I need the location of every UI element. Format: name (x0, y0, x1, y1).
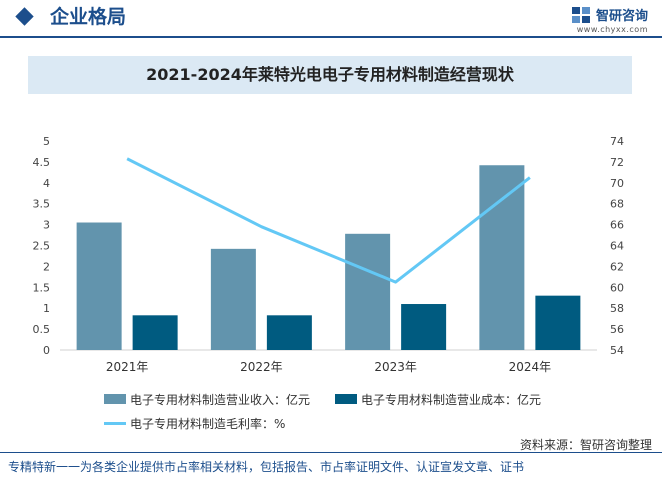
y-right-tick-label: 54 (610, 344, 624, 357)
bar-cost (266, 315, 312, 350)
y-left-tick-label: 3.5 (33, 198, 51, 211)
y-left-tick-label: 1 (43, 302, 50, 315)
y-right-tick-label: 68 (610, 198, 624, 211)
x-tick-label: 2021年 (106, 360, 149, 374)
y-right-tick-label: 72 (610, 156, 624, 169)
y-right-tick-label: 64 (610, 240, 624, 253)
brand-logo-icon (571, 6, 590, 23)
y-left-tick-label: 0 (43, 344, 50, 357)
line-gross-margin (126, 157, 531, 284)
legend-swatch-revenue (104, 394, 126, 404)
y-right-tick-label: 62 (610, 260, 624, 273)
y-right-tick-label: 66 (610, 219, 624, 232)
y-right-tick-label: 58 (610, 302, 624, 315)
y-right-tick-label: 60 (610, 281, 624, 294)
y-left-tick-label: 2.5 (33, 240, 51, 253)
chart-title: 2021-2024年莱特光电电子专用材料制造经营现状 (146, 65, 514, 84)
brand-name: 智研咨询 (595, 9, 648, 24)
legend-label-cost: 电子专用材料制造营业成本：亿元 (361, 393, 542, 407)
header-divider (0, 36, 662, 38)
page-header: 企业格局 智研咨询 www.chyxx.com (0, 0, 662, 36)
y-left-tick-label: 0.5 (33, 323, 51, 336)
legend-label-revenue: 电子专用材料制造营业收入：亿元 (130, 393, 311, 407)
brand: 智研咨询 www.chyxx.com (571, 4, 648, 34)
y-right-tick-label: 70 (610, 177, 624, 190)
y-left-tick-label: 4 (43, 177, 50, 190)
bar-revenue (210, 248, 256, 350)
bar-cost (401, 304, 447, 350)
footer-text: 专精特新一一为各类企业提供市占率相关材料，包括报告、市占率证明文件、认证宣发文章… (8, 460, 525, 474)
bar-revenue (345, 233, 391, 350)
y-left-tick-label: 4.5 (33, 156, 51, 169)
bar-revenue (76, 222, 122, 350)
y-left-tick-label: 3 (43, 219, 50, 232)
footer-divider (0, 452, 662, 453)
bar-cost (132, 315, 178, 350)
y-left-tick-label: 1.5 (33, 281, 51, 294)
y-right-tick-label: 74 (610, 135, 624, 148)
x-tick-label: 2023年 (374, 360, 417, 374)
legend-label-margin: 电子专用材料制造毛利率：% (130, 417, 286, 431)
chart-title-bar: 2021-2024年莱特光电电子专用材料制造经营现状 (28, 56, 632, 94)
x-tick-label: 2022年 (240, 360, 283, 374)
brand-url: www.chyxx.com (576, 25, 648, 34)
bar-revenue (479, 165, 525, 350)
y-left-tick-label: 5 (43, 135, 50, 148)
section-title: 企业格局 (50, 6, 127, 28)
legend-swatch-cost (335, 394, 357, 404)
y-right-tick-label: 56 (610, 323, 624, 336)
source-text: 资料来源：智研咨询整理 (519, 438, 652, 452)
bar-cost (535, 295, 581, 350)
y-left-tick-label: 2 (43, 260, 50, 273)
legend-swatch-margin (104, 422, 126, 425)
x-tick-label: 2024年 (509, 360, 552, 374)
